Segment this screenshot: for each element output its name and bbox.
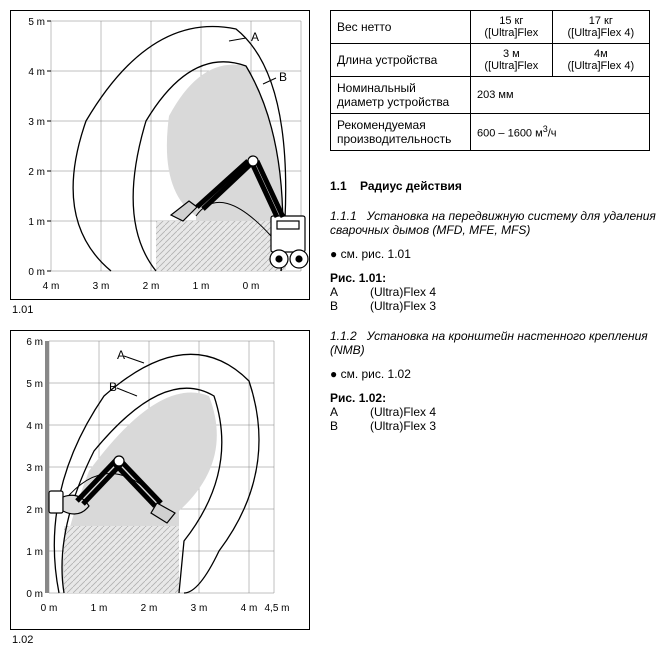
svg-text:4 m: 4 m — [26, 421, 43, 432]
svg-text:0 m: 0 m — [26, 589, 43, 600]
svg-text:3 m: 3 m — [26, 463, 43, 474]
spec-label: Номинальный диаметр устройства — [331, 77, 471, 114]
spec-value: 17 кг ([Ultra]Flex 4) — [552, 11, 649, 44]
curve-a-label-2: A — [117, 348, 125, 362]
svg-text:1 m: 1 m — [91, 603, 108, 614]
spec-label: Рекомендуемая производительность — [331, 114, 471, 151]
curve-b-label: B — [279, 70, 287, 84]
curve-a-label: A — [251, 30, 259, 44]
table-row: Рекомендуемая производительность 600 – 1… — [331, 114, 650, 151]
table-row: Номинальный диаметр устройства 203 мм — [331, 77, 650, 114]
spec-value: 203 мм — [471, 77, 650, 114]
table-row: Длина устройства 3 м ([Ultra]Flex 4м ([U… — [331, 44, 650, 77]
specs-table: Вес нетто 15 кг ([Ultra]Flex 17 кг ([Ult… — [330, 10, 650, 151]
svg-text:2 m: 2 m — [26, 505, 43, 516]
section-heading: 1.1 Радиус действия — [330, 179, 657, 193]
fig-102-caption: 1.02 — [12, 634, 310, 646]
svg-text:4 m: 4 m — [43, 281, 60, 292]
fig-101-caption: 1.01 — [12, 304, 310, 316]
spec-value: 3 м ([Ultra]Flex — [471, 44, 553, 77]
svg-text:0 m: 0 m — [41, 603, 58, 614]
svg-text:1 m: 1 m — [193, 281, 210, 292]
table-row: Вес нетто 15 кг ([Ultra]Flex 17 кг ([Ult… — [331, 11, 650, 44]
svg-text:3 m: 3 m — [93, 281, 110, 292]
ref-block-101: Рис. 1.01: A(Ultra)Flex 4 B(Ultra)Flex 3 — [330, 271, 657, 313]
ref-block-102: Рис. 1.02: A(Ultra)Flex 4 B(Ultra)Flex 3 — [330, 391, 657, 433]
spec-value: 600 – 1600 м3/ч — [471, 114, 650, 151]
svg-text:6 m: 6 m — [26, 337, 43, 348]
svg-text:2 m: 2 m — [28, 167, 45, 178]
svg-text:5 m: 5 m — [28, 17, 45, 28]
svg-text:0 m: 0 m — [28, 267, 45, 278]
svg-text:4,5 m: 4,5 m — [264, 603, 289, 614]
svg-text:3 m: 3 m — [191, 603, 208, 614]
svg-text:4 m: 4 m — [28, 67, 45, 78]
svg-text:1 m: 1 m — [28, 217, 45, 228]
spec-value: 15 кг ([Ultra]Flex — [471, 11, 553, 44]
svg-text:5 m: 5 m — [26, 379, 43, 390]
svg-text:0 m: 0 m — [243, 281, 260, 292]
spec-label: Длина устройства — [331, 44, 471, 77]
curve-b-label-2: B — [109, 380, 117, 394]
subsection-1-1-2: 1.1.2 Установка на кронштейн настенного … — [330, 329, 657, 357]
text-column: Вес нетто 15 кг ([Ultra]Flex 17 кг ([Ult… — [330, 10, 657, 660]
svg-text:2 m: 2 m — [141, 603, 158, 614]
svg-text:1 m: 1 m — [26, 547, 43, 558]
svg-text:4 m: 4 m — [241, 603, 258, 614]
bullet-see-fig-102: ● см. рис. 1.02 — [330, 367, 657, 381]
diagrams-column: A B 5 m 4 m 3 m 2 m 1 m 0 m 4 m 3 — [10, 10, 310, 660]
svg-text:3 m: 3 m — [28, 117, 45, 128]
spec-value: 4м ([Ultra]Flex 4) — [552, 44, 649, 77]
bullet-see-fig-101: ● см. рис. 1.01 — [330, 247, 657, 261]
diagram-1-02: A B 6 m 5 m 4 m 3 m 2 m 1 m 0 m 0 — [10, 330, 310, 630]
diagram-1-01: A B 5 m 4 m 3 m 2 m 1 m 0 m 4 m 3 — [10, 10, 310, 300]
subsection-1-1-1: 1.1.1 Установка на передвижную систему д… — [330, 209, 657, 237]
spec-label: Вес нетто — [331, 11, 471, 44]
svg-text:2 m: 2 m — [143, 281, 160, 292]
